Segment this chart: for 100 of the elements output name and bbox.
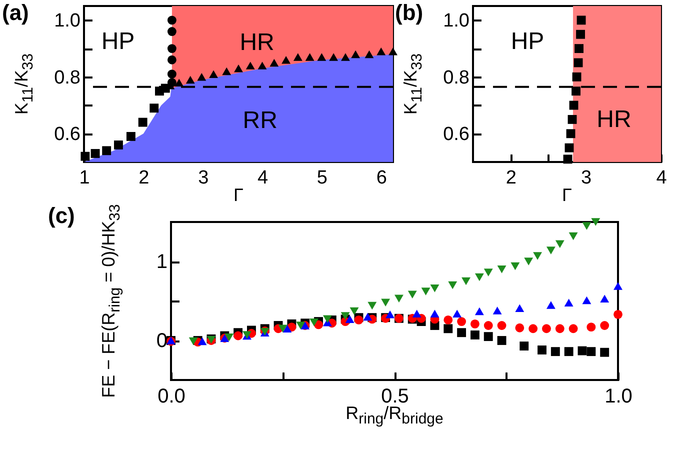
point xyxy=(167,44,176,54)
point xyxy=(591,218,600,226)
x-tick-label: 2 xyxy=(138,168,150,188)
point xyxy=(582,222,592,230)
point xyxy=(566,129,576,138)
y-tick-label: 0.6 xyxy=(54,124,80,146)
point xyxy=(470,319,480,328)
point xyxy=(555,324,564,334)
y-tick-label: 0.8 xyxy=(54,67,80,88)
point xyxy=(528,324,538,334)
point xyxy=(150,104,159,113)
point xyxy=(524,258,534,266)
annotation: HR xyxy=(240,29,274,56)
point xyxy=(408,290,417,299)
chart-title: (b) xyxy=(395,0,424,25)
point xyxy=(572,86,580,96)
point xyxy=(568,114,577,124)
point xyxy=(586,347,596,356)
point xyxy=(510,262,520,270)
point xyxy=(563,154,572,164)
point xyxy=(246,62,255,70)
point xyxy=(293,53,302,61)
point xyxy=(376,48,386,56)
point xyxy=(394,294,404,303)
y-tick-label: 0.8 xyxy=(443,67,470,88)
annotation: HP xyxy=(510,28,544,55)
point xyxy=(138,118,148,127)
point xyxy=(224,333,234,342)
point xyxy=(515,323,524,332)
point xyxy=(305,53,314,61)
point xyxy=(167,16,176,25)
point xyxy=(430,310,440,318)
point xyxy=(167,55,176,64)
point xyxy=(457,317,466,326)
annotation: HR xyxy=(596,106,632,133)
point xyxy=(102,146,112,156)
point xyxy=(80,152,90,161)
point xyxy=(568,324,578,334)
point xyxy=(258,62,267,70)
point xyxy=(515,304,524,312)
point xyxy=(278,324,288,333)
point xyxy=(114,140,123,150)
point xyxy=(572,72,582,82)
point xyxy=(582,296,592,304)
x-tick-label: 4 xyxy=(257,168,268,188)
x-tick-label: 1.0 xyxy=(604,386,632,408)
annotation: HP xyxy=(101,28,135,55)
point xyxy=(538,346,546,354)
point xyxy=(430,284,440,292)
point xyxy=(340,312,350,320)
point xyxy=(542,324,551,334)
point xyxy=(470,330,480,340)
point xyxy=(234,64,243,72)
point xyxy=(368,302,377,310)
point xyxy=(188,337,198,346)
point xyxy=(614,310,622,319)
point xyxy=(448,281,458,290)
x-tick-label: 2 xyxy=(506,168,516,188)
point xyxy=(574,58,583,68)
point xyxy=(126,132,136,141)
x-axis-title: Γ xyxy=(562,185,572,205)
point xyxy=(345,315,354,324)
point xyxy=(340,53,350,61)
point xyxy=(270,58,279,67)
x-tick-label: 6 xyxy=(376,168,387,188)
y-tick-label: 0.6 xyxy=(443,124,470,146)
point xyxy=(576,16,586,25)
x-tick-label: 0.0 xyxy=(158,386,186,408)
point xyxy=(484,321,493,330)
point xyxy=(546,246,556,254)
point xyxy=(322,315,332,324)
chart-title: (c) xyxy=(48,203,75,228)
point xyxy=(564,143,574,152)
point xyxy=(578,346,587,356)
point xyxy=(533,252,542,260)
point xyxy=(568,232,578,240)
point xyxy=(186,76,195,84)
point xyxy=(520,342,529,350)
point xyxy=(492,306,502,314)
point xyxy=(350,307,359,316)
x-tick-label: 3 xyxy=(581,168,592,188)
x-tick-label: 3 xyxy=(198,168,209,188)
point xyxy=(564,347,574,356)
point xyxy=(363,312,372,321)
point xyxy=(497,321,506,330)
point xyxy=(497,266,506,274)
point xyxy=(497,336,506,345)
y-tick-label: 1.0 xyxy=(54,10,80,32)
y-tick-label: 0 xyxy=(156,330,168,352)
point xyxy=(198,337,207,346)
point xyxy=(296,322,306,330)
point xyxy=(569,100,578,110)
point xyxy=(574,44,584,54)
point xyxy=(386,310,394,318)
x-tick-label: 4 xyxy=(656,168,668,188)
y-tick-label: 1.0 xyxy=(443,10,470,32)
point xyxy=(351,50,360,58)
point xyxy=(462,277,470,286)
x-axis-title: Γ xyxy=(234,185,244,205)
point xyxy=(474,273,484,282)
